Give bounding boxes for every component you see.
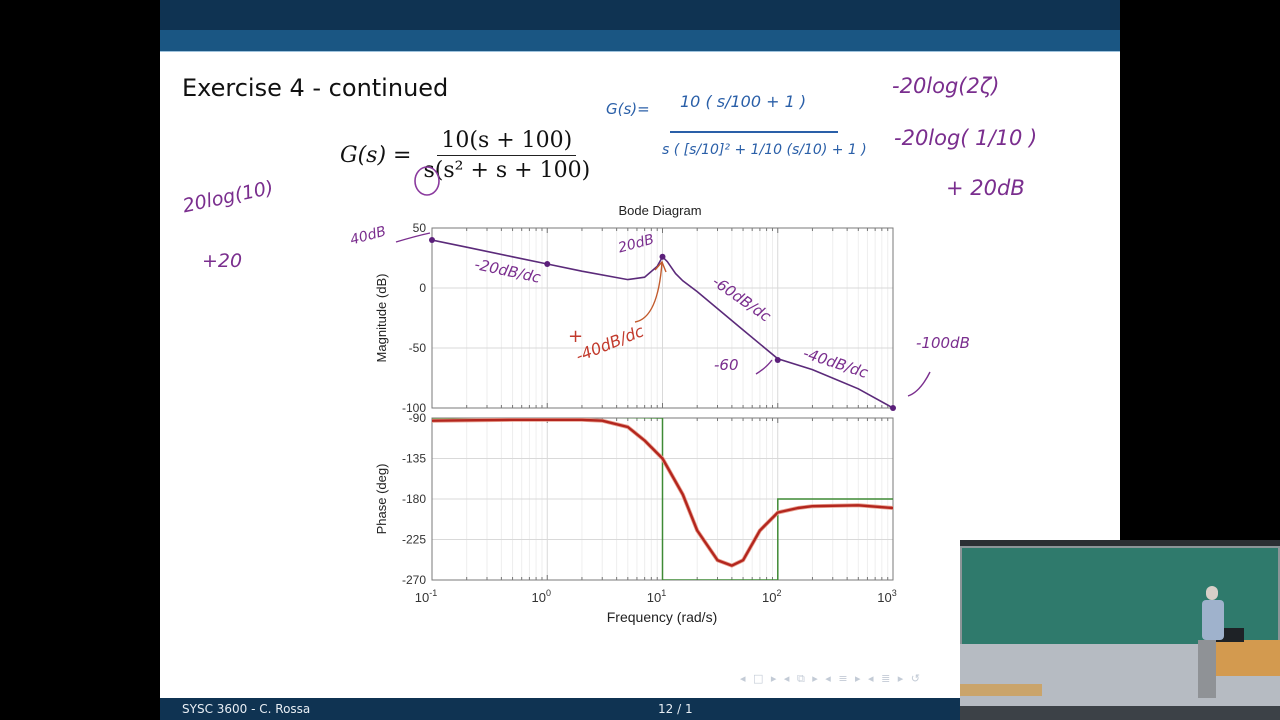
webcam-overlay	[960, 540, 1280, 720]
note-right-3: + 20dB	[946, 176, 1025, 200]
svg-text:-180: -180	[402, 492, 426, 506]
slide-title: Exercise 4 - continued	[182, 74, 449, 102]
handwritten-circle-icon	[414, 166, 440, 196]
note-blue-lhs: G(s)=	[606, 100, 650, 118]
equation-denominator: s(s² + s + 100)	[423, 158, 591, 183]
svg-text:-100: -100	[402, 401, 426, 415]
svg-text:Frequency (rad/s): Frequency (rad/s)	[607, 609, 717, 625]
transfer-function-equation: G(s) = 10(s + 100) s(s² + s + 100)	[340, 128, 594, 183]
svg-text:Phase (deg): Phase (deg)	[374, 464, 389, 535]
slide-header-stripe	[160, 30, 1120, 52]
svg-text:Magnitude (dB): Magnitude (dB)	[374, 274, 389, 363]
note-minus-100db: -100dB	[916, 334, 970, 352]
note-minus-60: -60	[714, 356, 739, 374]
svg-text:-225: -225	[402, 533, 426, 547]
chart-title: Bode Diagram	[618, 203, 701, 218]
presenter-legs	[1198, 640, 1216, 698]
svg-text:-90: -90	[409, 411, 427, 425]
svg-text:101: 101	[647, 588, 666, 605]
svg-text:50: 50	[413, 221, 427, 235]
equation-fraction: 10(s + 100) s(s² + s + 100)	[419, 128, 594, 183]
footer-course: SYSC 3600 - C. Rossa	[182, 702, 311, 716]
note-blue-fraction-bar	[670, 131, 838, 133]
slide-footer: SYSC 3600 - C. Rossa 12 / 1	[160, 698, 1120, 720]
svg-text:103: 103	[877, 588, 896, 605]
note-left-2: +20	[202, 250, 243, 272]
presenter-head	[1206, 586, 1218, 600]
beamer-nav-controls[interactable]: ◂ □ ▸ ◂ ⧉ ▸ ◂ ≡ ▸ ◂ ≣ ▸ ↺	[740, 672, 923, 685]
note-blue-denominator: s ( [s/10]² + 1/10 (s/10) + 1 )	[662, 142, 867, 158]
note-plus: +	[568, 326, 584, 347]
note-right-1: -20log(2ζ)	[892, 74, 1000, 98]
note-right-2: -20log( 1/10 )	[894, 126, 1038, 150]
equation-numerator: 10(s + 100)	[437, 128, 577, 156]
svg-text:100: 100	[532, 588, 551, 605]
svg-text:-50: -50	[409, 341, 427, 355]
svg-text:102: 102	[762, 588, 781, 605]
svg-text:10-1: 10-1	[415, 588, 437, 605]
presenter-body	[1202, 600, 1224, 640]
bode-diagram-chart: Bode Diagram 50 0 -50 -100 -90 -135 -180 -225 -…	[374, 203, 931, 625]
equation-lhs: G(s) =	[340, 143, 412, 168]
desk	[960, 684, 1042, 696]
svg-text:-270: -270	[402, 573, 426, 587]
slide: Exercise 4 - continued G(s) = 10(s + 100…	[160, 0, 1120, 720]
svg-text:-135: -135	[402, 452, 426, 466]
svg-text:0: 0	[419, 281, 426, 295]
note-blue-numerator: 10 ( s/100 + 1 )	[680, 92, 807, 111]
footer-page-number: 12 / 1	[658, 702, 693, 716]
slide-header-bar	[160, 0, 1120, 30]
